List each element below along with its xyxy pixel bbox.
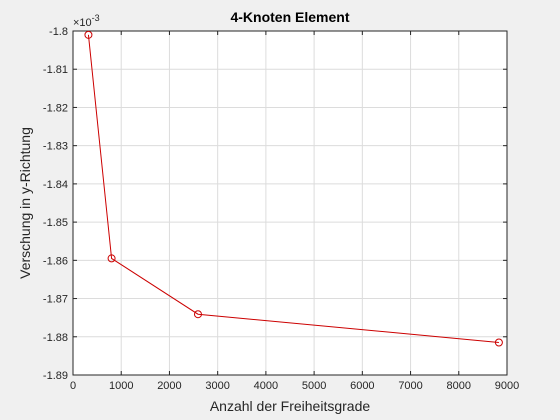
data-point-marker [193,310,202,319]
x-tick-label: 1000 [109,380,133,392]
x-axis-label: Anzahl der Freiheitsgrade [210,398,371,414]
y-tick-label: -1.87 [43,294,68,306]
x-tick-label: 2000 [157,380,181,392]
data-point-marker [494,338,503,347]
data-point-marker [107,254,116,263]
data-point-marker [84,30,93,39]
plot-area [73,31,507,375]
series-line [87,34,499,344]
y-tick-label: -1.89 [43,370,68,382]
x-tick-label: 8000 [447,380,471,392]
y-tick-label: -1.81 [43,64,68,76]
data-series [84,30,503,347]
x-tick-label: 9000 [495,380,519,392]
y-exponent-power: -3 [92,13,100,23]
y-axis-exponent: ×10-3 [73,13,100,29]
x-tick-label: 5000 [302,380,326,392]
x-tick-label: 7000 [398,380,422,392]
y-tick-label: -1.82 [43,102,68,114]
y-axis-label: Verschung in y-Richtung [17,127,33,279]
x-tick-label: 3000 [205,380,229,392]
axes-box [72,30,508,376]
y-tick-label: -1.83 [43,141,68,153]
x-tick-label: 6000 [350,380,374,392]
x-tick-label: 4000 [254,380,278,392]
y-tick-label: -1.85 [43,217,68,229]
y-tick-label: -1.84 [43,179,68,191]
tick-labels: 0 1000 2000 3000 4000 5000 6000 7000 8000 9000 -1.… [43,26,519,392]
y-tick-label: -1.86 [43,255,68,267]
chart-title: 4-Knoten Element [230,9,349,25]
y-tick-label: -1.8 [49,26,68,38]
axes [72,30,508,376]
y-tick-label: -1.88 [43,332,68,344]
y-exponent-base: ×10 [73,17,92,29]
x-tick-label: 0 [70,380,76,392]
